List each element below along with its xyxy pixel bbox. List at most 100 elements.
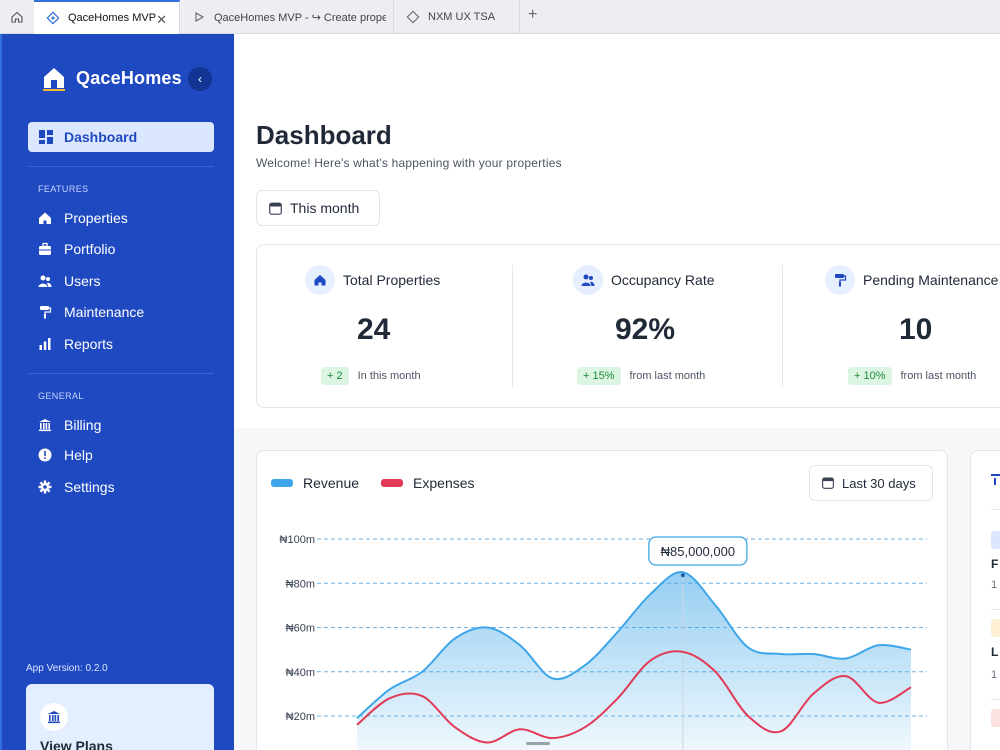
sidebar-item-dashboard[interactable]: Dashboard (28, 122, 214, 152)
stat-footer: + 15% from last month (577, 367, 705, 385)
stat-footer: + 10% from last month (848, 367, 976, 385)
revenue-area (357, 572, 911, 750)
page-title: Dashboard (256, 120, 392, 150)
sidebar-item-help[interactable]: Help (38, 445, 93, 465)
scroll-handle[interactable] (526, 742, 550, 745)
stat-note: from last month (900, 370, 977, 382)
divider (28, 373, 214, 374)
home-icon (305, 265, 335, 295)
stat-value: 24 (357, 313, 391, 346)
house-logo-icon (43, 68, 65, 91)
collapse-sidebar-button[interactable]: ‹ (188, 67, 212, 91)
stat-delta-badge: + 2 (321, 367, 349, 385)
chart-tooltip (648, 536, 748, 566)
sidebar-item-properties[interactable]: Properties (38, 208, 128, 228)
tab-favicon-icon (406, 10, 420, 24)
brand-name: QaceHomes (76, 67, 182, 88)
calendar-icon (822, 477, 834, 489)
expenses-line (356, 650, 912, 744)
view-plans-card[interactable]: View Plans (26, 684, 214, 750)
y-tick-label: ₦60m (286, 623, 315, 635)
filter-icon[interactable] (991, 473, 1000, 488)
tab-favicon-icon (46, 11, 60, 25)
status-chip (991, 709, 1000, 727)
chart-tooltip-value: ₦85,000,000 (661, 544, 735, 559)
help-icon (38, 448, 52, 462)
right-panel-card: F 1 L 1 (970, 450, 1000, 750)
legend-label-expenses: Expenses (413, 475, 475, 491)
main-content: Dashboard Welcome! Here's what's happeni… (234, 34, 1000, 750)
divider (991, 699, 1000, 700)
stat-delta-badge: + 15% (577, 367, 621, 385)
sidebar-item-label: Dashboard (64, 129, 138, 145)
chart-range-button[interactable]: Last 30 days (809, 465, 933, 501)
sidebar-item-users[interactable]: Users (38, 271, 101, 291)
browser-tab-qacehomes[interactable]: QaceHomes MVP ✕ (34, 0, 180, 34)
sidebar-item-label: Billing (64, 417, 102, 433)
revenue-line (356, 571, 912, 719)
stat-header: Total Properties (305, 265, 440, 295)
divider (991, 609, 1000, 610)
browser-tab-nxm[interactable]: NXM UX TSA (394, 0, 520, 34)
stat-occupancy-rate: Occupancy Rate 92% + 15% from last month (527, 245, 797, 409)
bank-icon (40, 703, 68, 731)
sidebar-item-label: Help (64, 447, 93, 463)
stat-note: In this month (357, 370, 421, 382)
sidebar-item-label: Settings (64, 479, 115, 495)
y-tick-label: ₦100m (280, 534, 315, 546)
browser-home-button[interactable] (0, 0, 34, 34)
browser-tab-create-property[interactable]: QaceHomes MVP - ↪ Create property (180, 0, 394, 34)
revenue-expenses-chart-card: Revenue Expenses Last 30 days ₦100m ₦80m ₦… (256, 450, 948, 750)
calendar-icon (269, 202, 282, 215)
sidebar-item-label: Portfolio (64, 241, 116, 257)
sidebar-item-label: Users (64, 273, 101, 289)
lower-section: Revenue Expenses Last 30 days ₦100m ₦80m ₦… (234, 428, 1000, 750)
paint-roller-icon (38, 305, 52, 319)
y-tick-label: ₦80m (286, 578, 315, 590)
sidebar-item-billing[interactable]: Billing (38, 415, 101, 435)
list-item-title: L (991, 645, 999, 659)
sidebar-item-maintenance[interactable]: Maintenance (38, 302, 144, 322)
dashboard-icon (39, 130, 53, 144)
sidebar-item-reports[interactable]: Reports (38, 334, 113, 354)
list-item-sub: 1 (991, 669, 998, 681)
tab-label: NXM UX TSA (428, 11, 496, 23)
chart-range-label: Last 30 days (842, 475, 916, 491)
brand[interactable]: QaceHomes (40, 64, 182, 92)
home-icon (38, 211, 52, 225)
status-chip (991, 619, 1000, 637)
play-icon (192, 10, 206, 24)
sidebar-item-label: Reports (64, 336, 114, 352)
sidebar-item-settings[interactable]: Settings (38, 477, 115, 497)
status-chip (991, 531, 1000, 549)
browser-tab-bar: QaceHomes MVP ✕ QaceHomes MVP - ↪ Create… (0, 0, 1000, 34)
stat-value: 10 (899, 313, 933, 346)
section-label-features: FEATURES (38, 184, 89, 194)
app-version: App Version: 0.2.0 (26, 663, 108, 674)
stat-divider (782, 265, 783, 387)
period-filter-button[interactable]: This month (256, 190, 380, 226)
close-tab-icon[interactable]: ✕ (156, 12, 167, 27)
new-tab-button[interactable]: + (528, 6, 538, 23)
bar-chart-icon (38, 337, 52, 351)
stats-card: Total Properties 24 + 2 In this month Oc… (256, 244, 1000, 408)
page-subtitle: Welcome! Here's what's happening with yo… (256, 156, 562, 170)
view-plans-label: View Plans (40, 738, 113, 750)
tab-label: QaceHomes MVP (68, 12, 157, 24)
chart-legend: Revenue Expenses (271, 475, 497, 491)
list-item-sub: 1 (991, 579, 998, 591)
divider (991, 509, 1000, 510)
divider (28, 166, 214, 167)
sidebar-item-label: Maintenance (64, 304, 145, 320)
bank-icon (38, 418, 52, 432)
stat-header: Pending Maintenance (825, 265, 998, 295)
stat-header: Occupancy Rate (573, 265, 715, 295)
users-icon (38, 274, 52, 288)
highlight-point (680, 573, 685, 578)
y-tick-label: ₦40m (286, 667, 315, 679)
sidebar-item-portfolio[interactable]: Portfolio (38, 239, 115, 259)
stat-note: from last month (629, 370, 706, 382)
users-icon (573, 265, 603, 295)
paint-roller-icon (825, 265, 855, 295)
list-item-title: F (991, 557, 999, 571)
